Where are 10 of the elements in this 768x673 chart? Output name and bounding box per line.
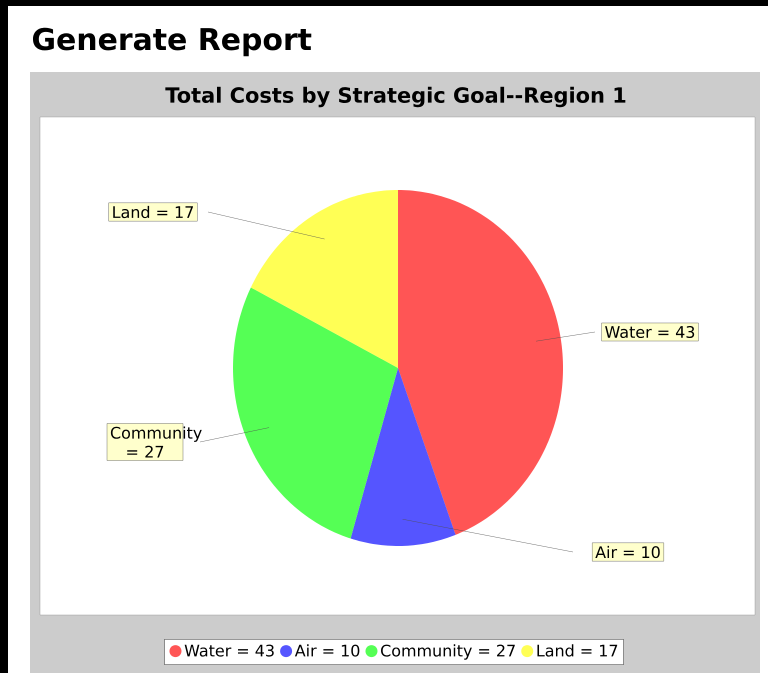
- slice-label: Water = 43: [605, 326, 694, 338]
- slice-label: Community = 27: [110, 426, 202, 458]
- chart-title: Generate Report: [33, 28, 312, 56]
- legend-label: Water = 43: [184, 644, 274, 657]
- slice-label: Land = 17: [113, 206, 193, 218]
- legend-label: Land = 17: [537, 644, 618, 657]
- category-label: Air = 10: [595, 546, 660, 558]
- legend-label: Community = 27: [381, 644, 515, 660]
- chart-subtitle: Total Costs by Strategic Goal--Region 1: [165, 86, 626, 108]
- legend-label: Air = 10: [294, 644, 360, 657]
